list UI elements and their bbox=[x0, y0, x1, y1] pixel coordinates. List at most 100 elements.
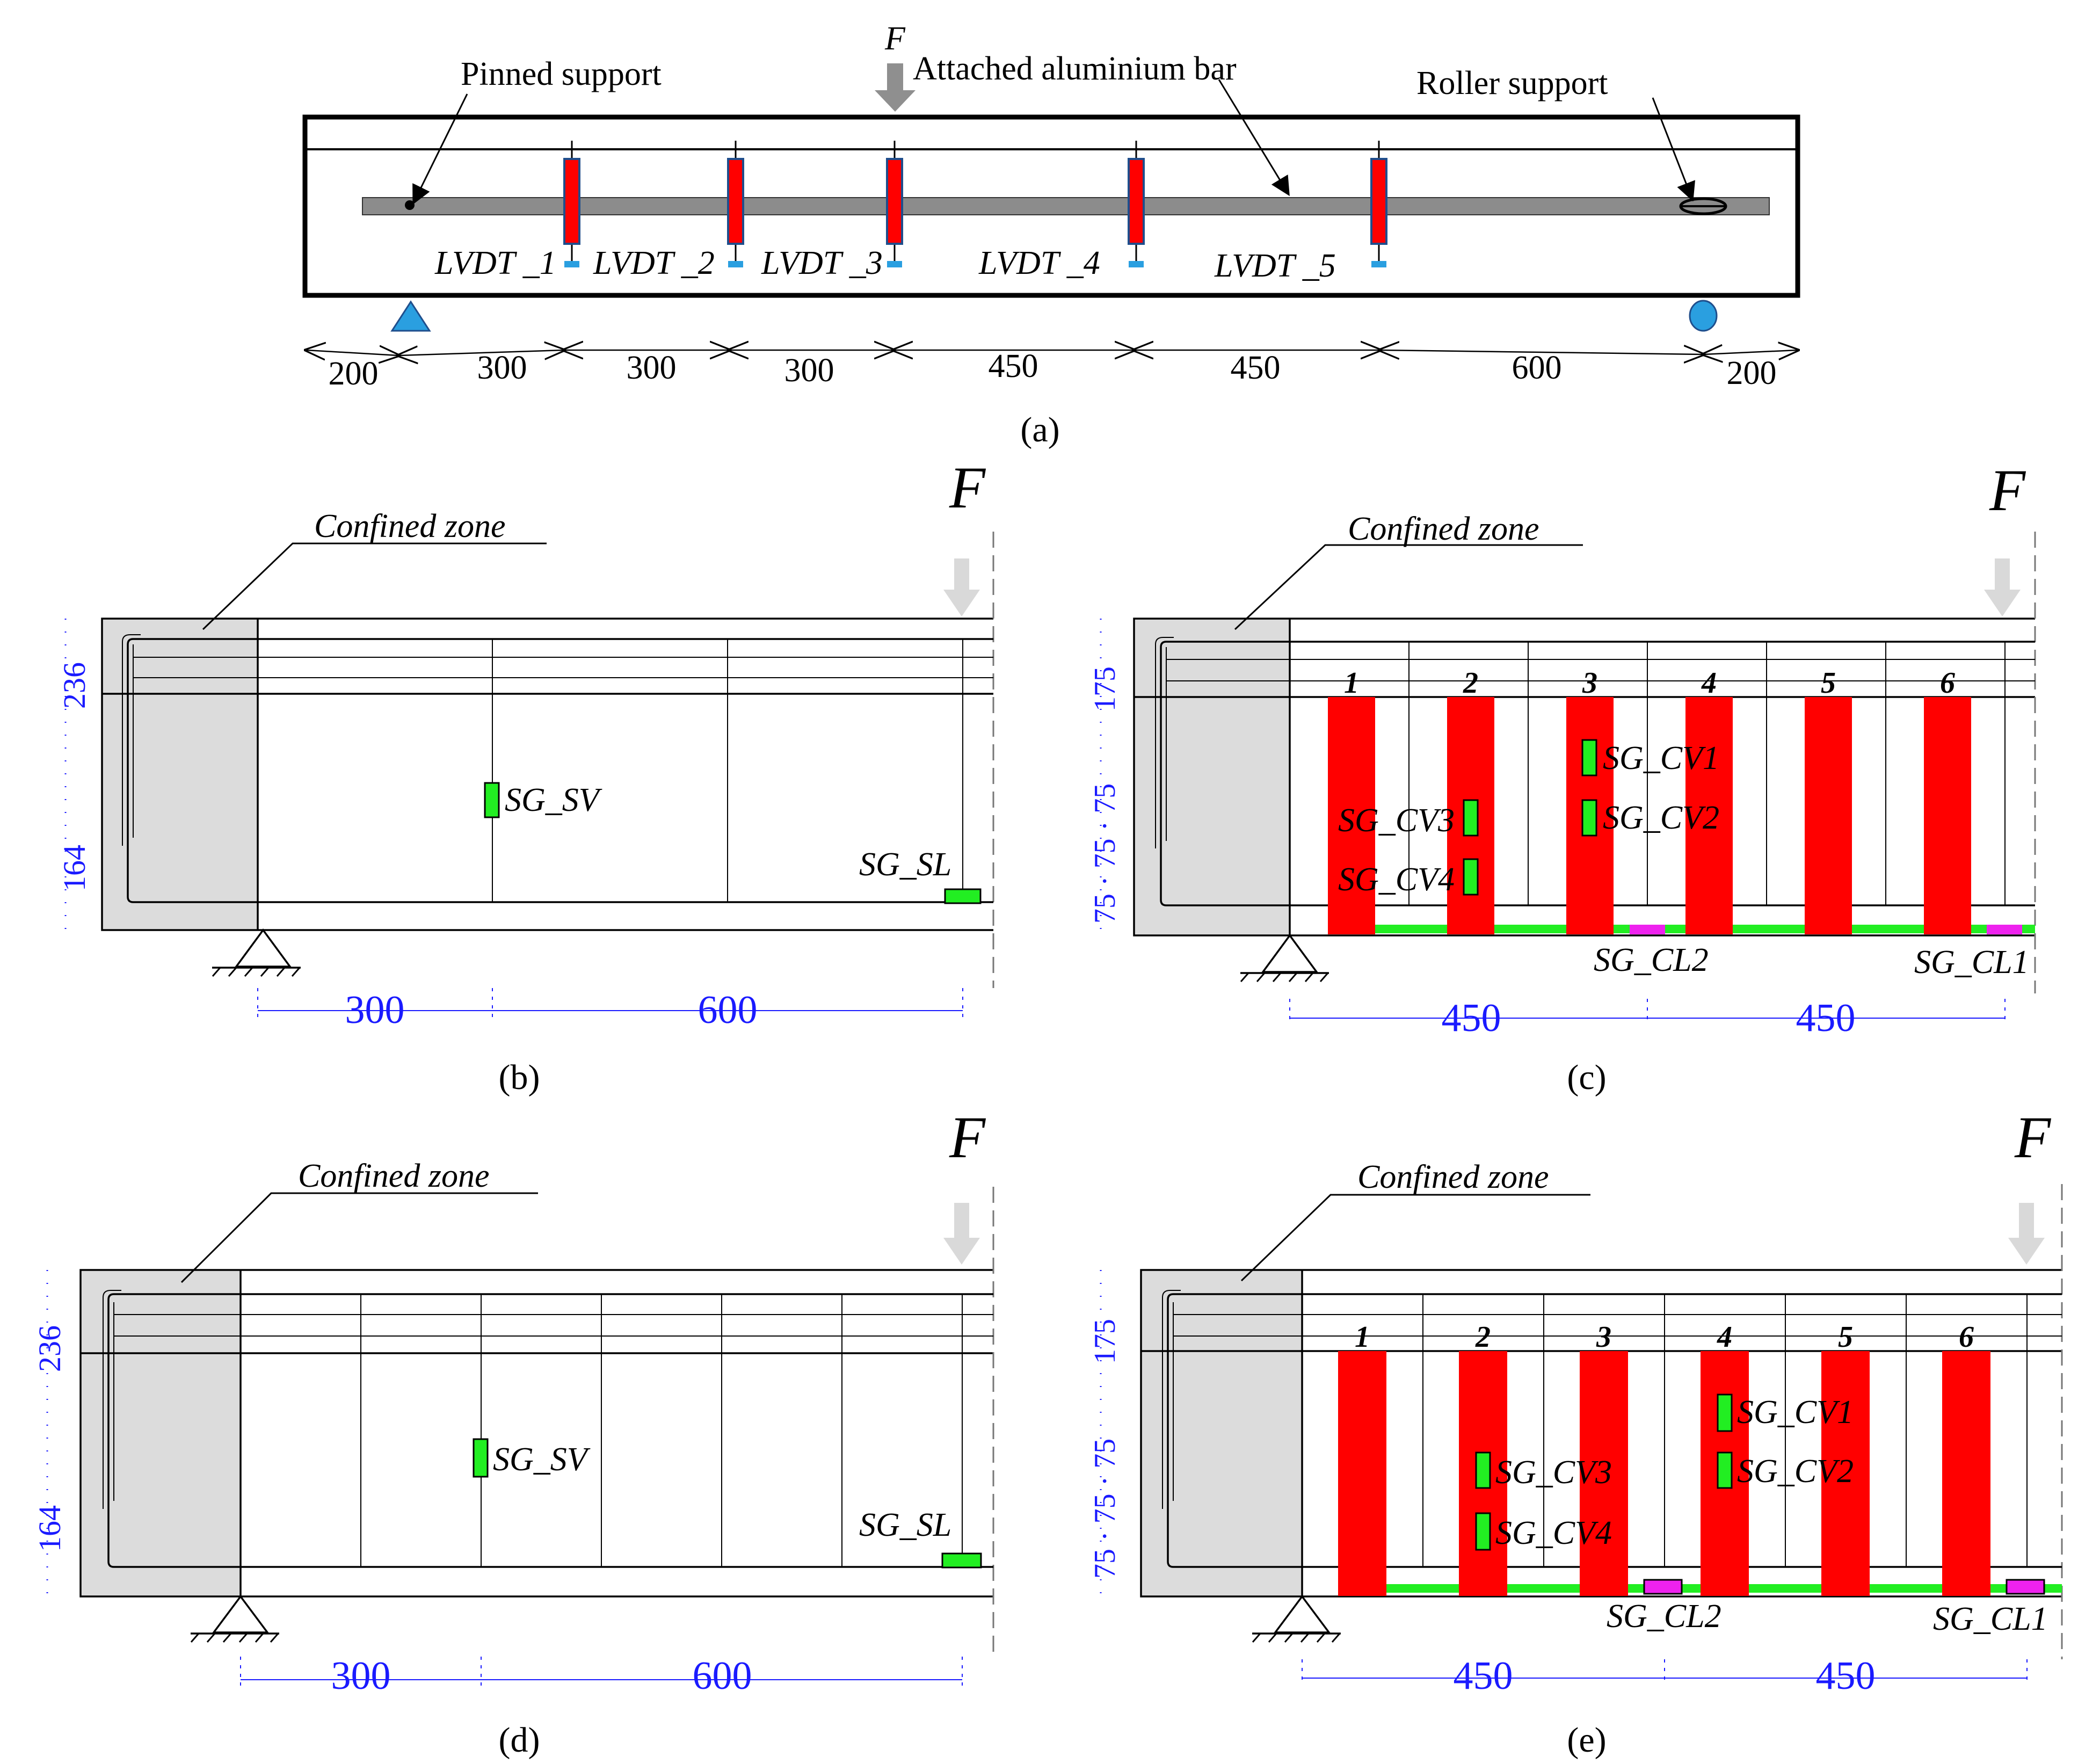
pin-point bbox=[405, 200, 415, 210]
gauge-sg-sv-d bbox=[473, 1438, 489, 1478]
height-75-e: 75 · 75 · 75 bbox=[1088, 1439, 1122, 1579]
span-label-3: 300 bbox=[627, 350, 677, 386]
span-label-4: 300 bbox=[784, 352, 834, 389]
gauge-sg-cl1-c bbox=[1987, 925, 2022, 934]
confined-zone-label-c: Confined zone bbox=[1348, 511, 1539, 547]
span-label-5: 450 bbox=[989, 348, 1038, 384]
force-label-a: F bbox=[884, 20, 906, 57]
gauge-sg-cv3-c bbox=[1463, 799, 1479, 837]
aluminium-bar-label: Attached aluminium bar bbox=[913, 50, 1237, 87]
strip-number-3-e: 3 bbox=[1596, 1320, 1611, 1354]
sg-cv1-label-c: SG_CV1 bbox=[1603, 740, 1719, 776]
pin-support-e bbox=[1252, 1595, 1341, 1643]
force-label-c: F bbox=[1989, 458, 2026, 523]
span-dimensions bbox=[306, 350, 1798, 355]
gauge-sg-cv2-c bbox=[1581, 799, 1597, 837]
lvdt-5 bbox=[1370, 141, 1387, 267]
force-arrow-e bbox=[2008, 1203, 2045, 1265]
height-164-d: 164 bbox=[32, 1505, 67, 1552]
strip-number-4-c: 4 bbox=[1701, 666, 1717, 700]
lvdt-4 bbox=[1128, 141, 1145, 267]
cfrp-strip-6-e bbox=[1942, 1351, 1990, 1596]
beam-outline-a bbox=[302, 114, 1800, 298]
span-label-6: 450 bbox=[1231, 350, 1281, 386]
strip-number-5-c: 5 bbox=[1821, 666, 1836, 700]
gauge-strip-c bbox=[1332, 925, 2035, 933]
lvdt-label-5: LVDT _5 bbox=[1214, 248, 1336, 284]
caption-a: (a) bbox=[1020, 410, 1059, 449]
sg-sv-label-b: SG_SV bbox=[505, 782, 602, 818]
roller-support-circle bbox=[1689, 300, 1718, 332]
pin-support-c bbox=[1240, 934, 1329, 982]
sg-sl-label-d: SG_SL bbox=[859, 1507, 951, 1543]
gauge-sg-sl-b bbox=[944, 888, 982, 904]
dim-300-b: 300 bbox=[345, 988, 405, 1032]
pin-support-triangle bbox=[390, 300, 431, 332]
sg-cv3-label-c: SG_CV3 bbox=[1338, 802, 1455, 839]
dim-450a-e: 450 bbox=[1454, 1654, 1513, 1698]
confined-zone-b bbox=[102, 619, 258, 930]
confined-zone-label-e: Confined zone bbox=[1357, 1159, 1549, 1195]
gauge-sg-cv4-e bbox=[1475, 1512, 1491, 1551]
cfrp-strip-1-c bbox=[1328, 697, 1375, 934]
roller-support-label: Roller support bbox=[1416, 65, 1608, 101]
panel-a: LVDT _1 LVDT _2 LVDT _3 LVDT _4 LVDT _5 … bbox=[302, 20, 1800, 449]
lvdt-label-1: LVDT _1 bbox=[434, 245, 556, 281]
confined-zone-c bbox=[1134, 619, 1290, 935]
gauge-sg-cl1-e bbox=[2006, 1579, 2045, 1595]
strip-number-2-c: 2 bbox=[1463, 666, 1478, 700]
sg-cv3-label-e: SG_CV3 bbox=[1495, 1454, 1612, 1491]
dim-300-d: 300 bbox=[331, 1654, 391, 1698]
cfrp-strip-6-c bbox=[1924, 697, 1971, 934]
force-arrow-c bbox=[1984, 558, 2021, 616]
sg-cv2-label-c: SG_CV2 bbox=[1603, 800, 1719, 836]
stirrup-lines-d bbox=[360, 1294, 963, 1567]
panel-c: 1 2 3 4 5 6 SG_CV1 SG_CV2 SG_CV3 SG_CV4 … bbox=[1088, 458, 2036, 1097]
height-164-b: 164 bbox=[57, 845, 92, 891]
cfrp-strip-3-e bbox=[1580, 1351, 1628, 1596]
force-arrow-d bbox=[943, 1203, 980, 1265]
sg-cv4-label-e: SG_CV4 bbox=[1495, 1515, 1612, 1551]
sg-cl1-label-c: SG_CL1 bbox=[1914, 944, 2029, 981]
sg-cv4-label-c: SG_CV4 bbox=[1338, 861, 1455, 898]
height-236-b: 236 bbox=[57, 662, 92, 709]
sg-cv1-label-e: SG_CV1 bbox=[1737, 1394, 1854, 1431]
force-label-b: F bbox=[949, 455, 986, 520]
pin-support-d bbox=[190, 1595, 279, 1643]
confined-zone-d bbox=[81, 1270, 241, 1596]
strip-number-4-e: 4 bbox=[1717, 1320, 1732, 1354]
lvdt-1 bbox=[563, 141, 580, 267]
force-arrow-a bbox=[875, 63, 916, 112]
caption-b: (b) bbox=[499, 1058, 540, 1097]
gauge-sg-cv3-e bbox=[1475, 1451, 1491, 1489]
caption-d: (d) bbox=[499, 1721, 540, 1760]
sg-sv-label-d: SG_SV bbox=[493, 1441, 591, 1478]
gauge-sg-cl2-e bbox=[1643, 1579, 1683, 1595]
cfrp-strip-1-e bbox=[1338, 1351, 1386, 1596]
strip-number-3-c: 3 bbox=[1582, 666, 1597, 700]
gauge-sg-cv2-e bbox=[1717, 1451, 1733, 1489]
lvdt-2 bbox=[727, 141, 744, 267]
gauge-sg-cl2-c bbox=[1630, 925, 1665, 934]
span-label-1: 200 bbox=[329, 355, 379, 392]
gauge-sg-sv-b bbox=[484, 782, 500, 818]
caption-e: (e) bbox=[1567, 1721, 1606, 1760]
sg-sl-label-b: SG_SL bbox=[859, 846, 951, 883]
dim-450b-c: 450 bbox=[1796, 996, 1856, 1040]
strip-number-6-e: 6 bbox=[1959, 1320, 1974, 1354]
force-label-d: F bbox=[949, 1105, 986, 1170]
panel-b: SG_SV SG_SL Confined zone F 236 164 300 … bbox=[57, 455, 994, 1097]
force-label-e: F bbox=[2014, 1105, 2052, 1170]
lvdt-label-3: LVDT _3 bbox=[761, 245, 883, 281]
caption-c: (c) bbox=[1567, 1058, 1606, 1097]
dim-450b-e: 450 bbox=[1816, 1654, 1876, 1698]
pin-support-b bbox=[212, 928, 301, 977]
stirrup-lines-c bbox=[1408, 642, 2006, 905]
gauge-sg-sl-d bbox=[941, 1552, 982, 1569]
force-arrow-b bbox=[943, 558, 980, 616]
confined-zone-label-d: Confined zone bbox=[298, 1158, 489, 1194]
gauge-sg-cv4-c bbox=[1463, 858, 1479, 896]
aluminium-bar bbox=[362, 197, 1770, 215]
height-236-d: 236 bbox=[32, 1325, 67, 1372]
